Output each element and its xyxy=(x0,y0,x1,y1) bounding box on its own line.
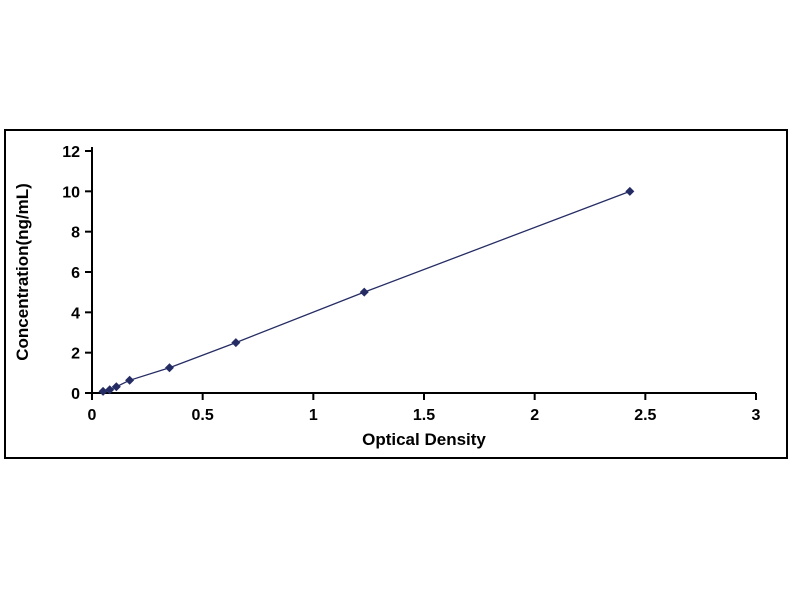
data-point-marker xyxy=(125,375,135,385)
data-point-marker xyxy=(231,338,241,348)
data-point-marker xyxy=(111,382,121,392)
x-tick-label: 2.5 xyxy=(634,407,656,424)
x-tick-label: 1.5 xyxy=(413,407,435,424)
y-tick-label: 4 xyxy=(71,305,80,322)
y-tick-label: 2 xyxy=(71,346,80,363)
x-tick-label: 2 xyxy=(530,407,539,424)
y-axis-label: Concentration(ng/mL) xyxy=(13,183,32,361)
data-series xyxy=(98,186,635,396)
x-tick-label: 0 xyxy=(88,407,97,424)
x-axis-label: Optical Density xyxy=(362,430,486,449)
y-tick-label: 8 xyxy=(71,225,80,242)
x-tick-label: 3 xyxy=(752,407,761,424)
tick-marks xyxy=(85,150,757,400)
data-point-marker xyxy=(359,287,369,297)
data-point-marker xyxy=(105,385,115,395)
y-tick-label: 12 xyxy=(62,144,80,161)
y-tick-label: 10 xyxy=(62,184,80,201)
y-tick-label: 6 xyxy=(71,265,80,282)
data-point-marker xyxy=(625,186,635,196)
standard-curve-chart: 0 0.5 1 1.5 2 2.5 3 0 2 4 6 8 10 12 Optical Density C… xyxy=(13,144,761,449)
data-point-marker xyxy=(164,363,174,373)
tick-labels: 0 0.5 1 1.5 2 2.5 3 0 2 4 6 8 10 12 xyxy=(62,144,760,424)
y-tick-label: 0 xyxy=(71,386,80,403)
chart-frame: 0 0.5 1 1.5 2 2.5 3 0 2 4 6 8 10 12 Optical Density C… xyxy=(4,129,788,459)
data-point-marker xyxy=(98,386,108,396)
x-tick-label: 1 xyxy=(309,407,318,424)
x-tick-label: 0.5 xyxy=(192,407,214,424)
